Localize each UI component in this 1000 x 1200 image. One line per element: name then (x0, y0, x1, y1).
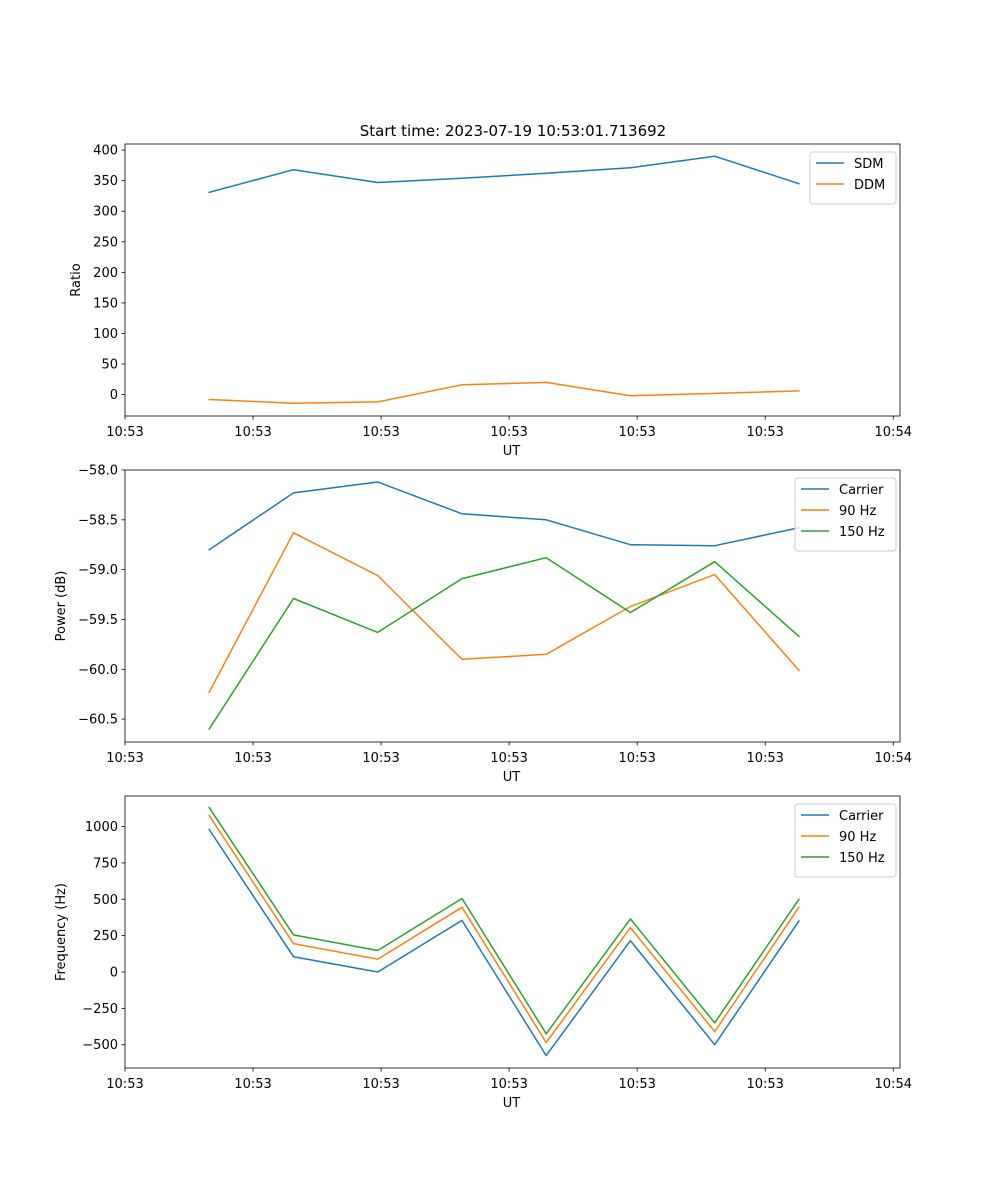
power-axes-frame (124, 469, 901, 743)
chart-title: Start time: 2023-07-19 10:53:01.713692 (360, 122, 666, 140)
power-y-axis-label: Power (dB) (54, 571, 69, 642)
frequency-axes-frame (124, 795, 901, 1069)
ratio-axes-frame (124, 143, 901, 417)
frequency-y-tick-label: 500 (93, 893, 118, 908)
power-x-tick-label: 10:53 (490, 751, 527, 766)
ratio-x-tick-label: 10:53 (618, 425, 655, 440)
power-panel: 10:53 10:53 10:53 10:53 10:53 10:53 10:54 −58.0… (54, 464, 912, 786)
ratio-legend-label-sdm: SDM (854, 157, 883, 172)
ratio-y-tick-label: 250 (93, 235, 118, 250)
frequency-y-tick-label: 250 (93, 929, 118, 944)
power-x-tick-label: 10:53 (362, 751, 399, 766)
power-legend-label-carrier: Carrier (839, 483, 884, 498)
frequency-x-axis-label: UT (503, 1096, 521, 1111)
power-x-tick-label: 10:53 (106, 751, 143, 766)
ratio-legend: SDM DDM (809, 151, 897, 205)
power-legend-box (794, 477, 897, 552)
ratio-y-tick-label: 300 (93, 205, 118, 220)
frequency-legend-label-90-hz: 90 Hz (839, 830, 876, 845)
frequency-x-tick-label: 10:53 (490, 1077, 527, 1092)
power-y-tick-label: −58.5 (78, 513, 118, 528)
ratio-panel: 10:53 10:53 10:53 10:53 10:53 10:53 10:54 0 50 10… (69, 143, 912, 459)
ratio-y-tick-label: 0 (110, 388, 118, 403)
ratio-y-tick-label: 350 (93, 174, 118, 189)
ratio-x-tick-label: 10:53 (234, 425, 271, 440)
ratio-y-axis-label: Ratio (69, 263, 84, 296)
frequency-legend: Carrier 90 Hz 150 Hz (794, 803, 897, 878)
frequency-y-tick-label: 750 (93, 856, 118, 871)
ratio-y-tick-label: 50 (101, 358, 118, 373)
frequency-x-tick-label: 10:53 (362, 1077, 399, 1092)
power-x-tick-label: 10:54 (875, 751, 912, 766)
frequency-series-carrier-line (208, 828, 800, 1057)
frequency-x-tick-label: 10:54 (875, 1077, 912, 1092)
frequency-panel: 10:53 10:53 10:53 10:53 10:53 10:53 10:54 −500 −… (54, 795, 912, 1111)
power-series-150-hz-line (208, 556, 800, 731)
ratio-y-tick-label: 100 (93, 327, 118, 342)
ratio-series-sdm-line (208, 155, 800, 194)
ratio-y-tick-label: 150 (93, 296, 118, 311)
ratio-legend-label-ddm: DDM (854, 178, 885, 193)
ratio-y-tick-label: 400 (93, 144, 118, 159)
power-series-90-hz-line (208, 532, 800, 694)
frequency-y-tick-label: 0 (110, 966, 118, 981)
frequency-y-tick-label: −500 (82, 1038, 118, 1053)
ratio-y-tick-label: 200 (93, 266, 118, 281)
power-y-tick-label: −58.0 (78, 464, 118, 479)
power-y-tick-label: −60.5 (78, 713, 118, 728)
ratio-legend-box (809, 151, 897, 205)
power-x-axis-label: UT (503, 770, 521, 785)
power-series-carrier-line (208, 481, 800, 551)
ratio-x-tick-label: 10:53 (362, 425, 399, 440)
power-x-tick-label: 10:53 (234, 751, 271, 766)
frequency-x-tick-label: 10:53 (746, 1077, 783, 1092)
power-y-tick-label: −59.5 (78, 613, 118, 628)
power-legend: Carrier 90 Hz 150 Hz (794, 477, 897, 552)
power-legend-label-150-hz: 150 Hz (839, 525, 885, 540)
frequency-series-150-hz-line (208, 806, 800, 1035)
frequency-y-tick-label: −250 (82, 1002, 118, 1017)
power-x-tick-label: 10:53 (618, 751, 655, 766)
ratio-x-tick-label: 10:53 (490, 425, 527, 440)
ratio-x-tick-label: 10:54 (875, 425, 912, 440)
frequency-y-tick-label: 1000 (85, 820, 118, 835)
power-legend-label-90-hz: 90 Hz (839, 504, 876, 519)
ratio-series-ddm-line (208, 381, 800, 404)
frequency-x-tick-label: 10:53 (234, 1077, 271, 1092)
frequency-series-90-hz-line (208, 814, 800, 1044)
frequency-legend-label-carrier: Carrier (839, 809, 884, 824)
frequency-legend-label-150-hz: 150 Hz (839, 851, 885, 866)
ratio-x-axis-label: UT (503, 444, 521, 459)
ratio-x-tick-label: 10:53 (746, 425, 783, 440)
frequency-x-tick-label: 10:53 (618, 1077, 655, 1092)
power-y-tick-label: −60.0 (78, 663, 118, 678)
ratio-x-tick-label: 10:53 (106, 425, 143, 440)
power-x-tick-label: 10:53 (746, 751, 783, 766)
frequency-legend-box (794, 803, 897, 878)
frequency-y-axis-label: Frequency (Hz) (54, 883, 69, 981)
power-y-tick-label: −59.0 (78, 563, 118, 578)
frequency-x-tick-label: 10:53 (106, 1077, 143, 1092)
